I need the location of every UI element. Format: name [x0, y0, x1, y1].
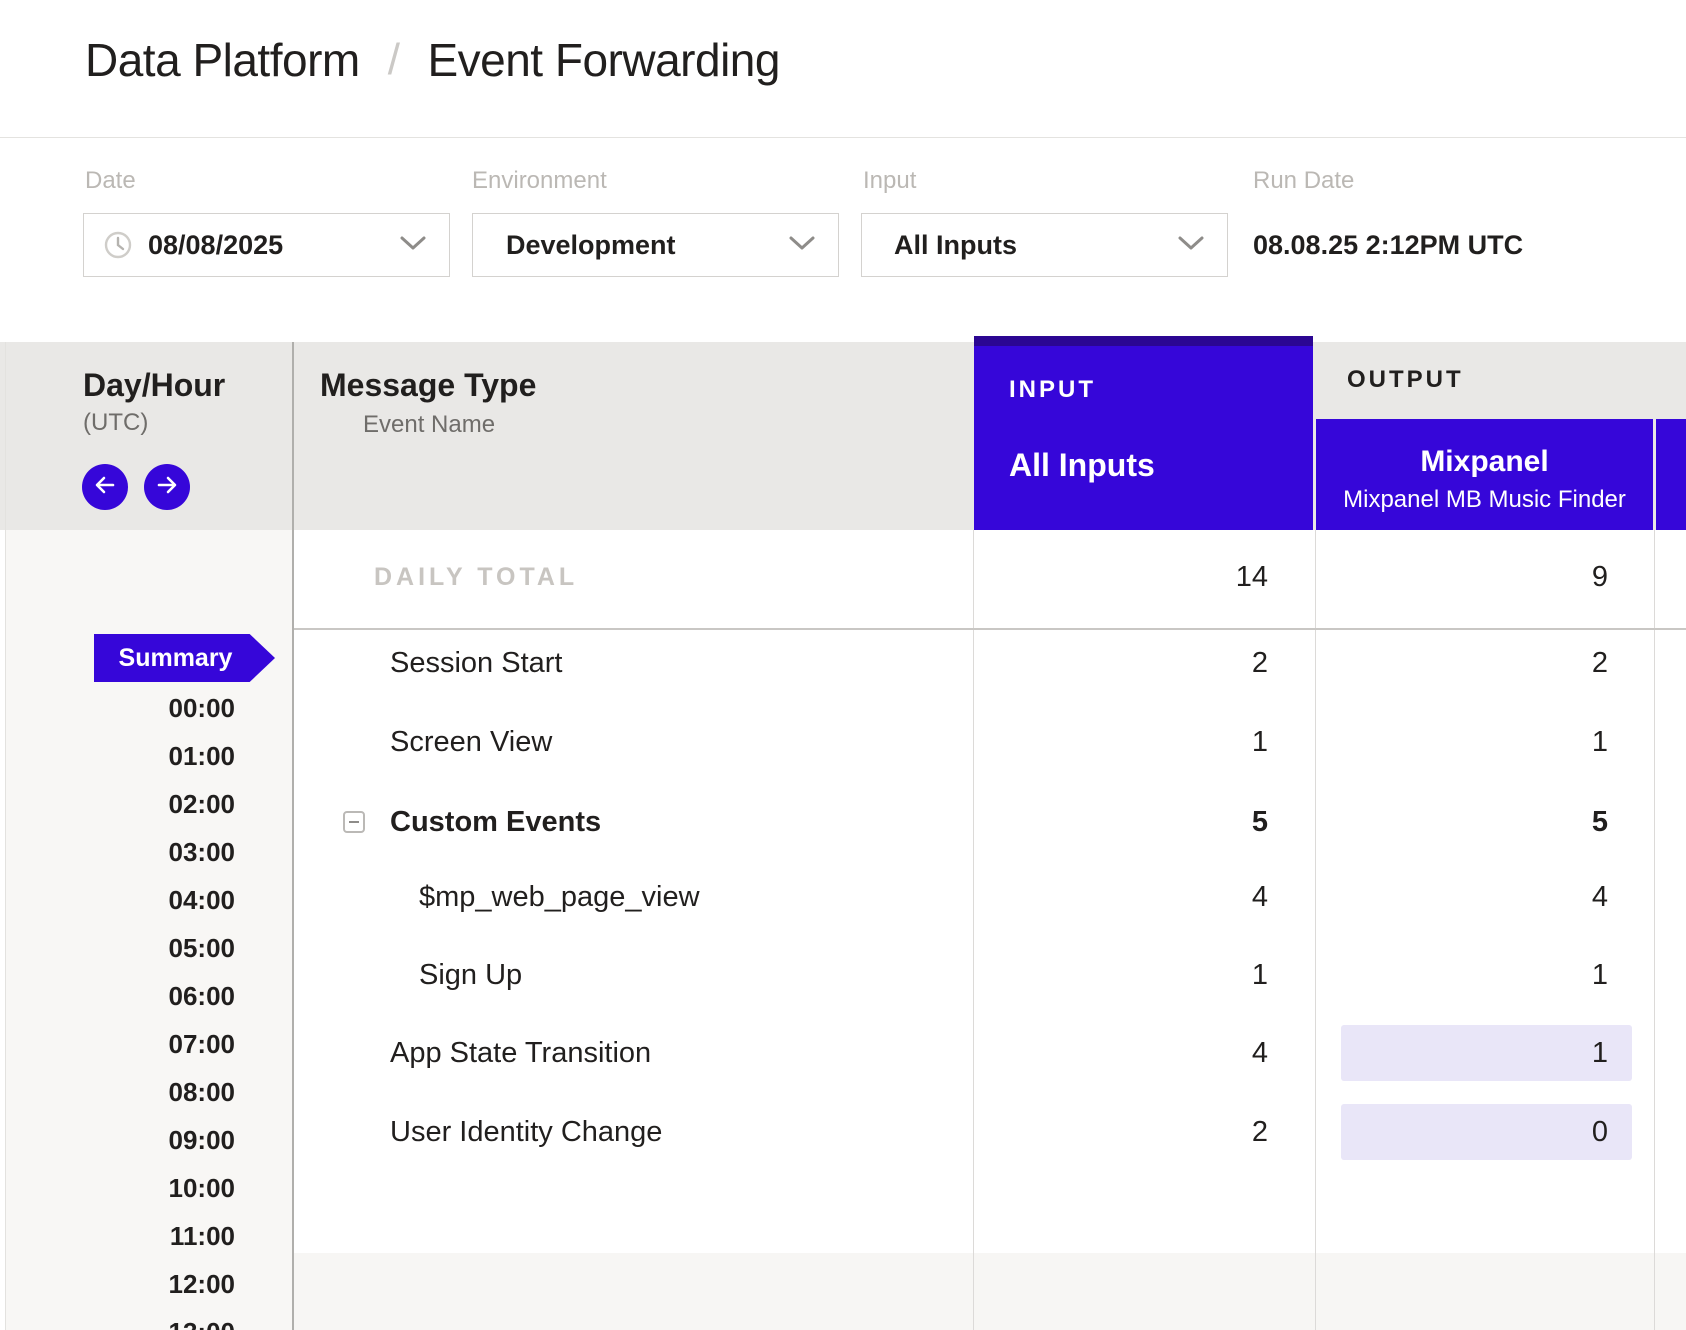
output-column-partial	[1656, 419, 1686, 530]
daily-total-label: DAILY TOTAL	[374, 562, 578, 592]
message-type-header: Message Type	[320, 367, 536, 403]
clock-icon	[104, 231, 132, 259]
run-date-label: Run Date	[1253, 167, 1354, 195]
run-date-value: 08.08.25 2:12PM UTC	[1253, 230, 1523, 260]
input-column-title: All Inputs	[1009, 447, 1155, 483]
input-filter-label: Input	[863, 167, 916, 195]
day-hour-subheader: (UTC)	[83, 409, 148, 437]
input-section-label: INPUT	[1009, 376, 1096, 404]
time-column-divider	[292, 342, 294, 1330]
output-column-subtitle: Mixpanel MB Music Finder	[1316, 486, 1653, 514]
time-label[interactable]: 10:00	[0, 1173, 235, 1203]
output-column-line	[1315, 530, 1316, 1330]
time-label[interactable]: 04:00	[0, 885, 235, 915]
output-column-line-2	[1654, 530, 1655, 1330]
time-label[interactable]: 03:00	[0, 837, 235, 867]
time-label[interactable]: 13:00	[0, 1317, 235, 1330]
output-section-label: OUTPUT	[1347, 366, 1464, 394]
table-body-background	[292, 530, 1686, 1253]
daily-total-input-value: 14	[973, 560, 1268, 594]
output-column-title: Mixpanel	[1316, 445, 1653, 479]
chevron-down-icon	[1177, 234, 1205, 257]
breadcrumb-separator: /	[388, 35, 400, 85]
daily-total-separator	[294, 628, 1686, 630]
daily-total-output-value: 9	[1316, 560, 1608, 594]
time-label[interactable]: 09:00	[0, 1125, 235, 1155]
arrow-right-icon	[154, 472, 180, 503]
message-type-subheader: Event Name	[363, 411, 495, 439]
day-hour-header: Day/Hour	[83, 367, 225, 403]
previous-day-button[interactable]	[82, 464, 128, 510]
date-value: 08/08/2025	[148, 230, 283, 261]
environment-value: Development	[506, 230, 676, 261]
output-column-header-mixpanel[interactable]: Mixpanel Mixpanel MB Music Finder	[1316, 419, 1653, 530]
time-label[interactable]: 01:00	[0, 741, 235, 771]
time-label[interactable]: 06:00	[0, 981, 235, 1011]
time-label[interactable]: 11:00	[0, 1221, 235, 1251]
time-label[interactable]: 07:00	[0, 1029, 235, 1059]
input-value: All Inputs	[894, 230, 1017, 261]
date-filter-label: Date	[85, 167, 136, 195]
time-label[interactable]: 00:00	[0, 693, 235, 723]
chevron-down-icon	[788, 234, 816, 257]
chevron-down-icon	[399, 234, 427, 257]
input-column-top-strip	[974, 336, 1313, 346]
time-label[interactable]: 05:00	[0, 933, 235, 963]
environment-filter-label: Environment	[472, 167, 607, 195]
environment-dropdown[interactable]: Development	[472, 213, 839, 277]
time-label[interactable]: 12:00	[0, 1269, 235, 1299]
event-forwarding-page: Data Platform / Event Forwarding Date En…	[0, 0, 1686, 1330]
breadcrumb-section[interactable]: Data Platform	[85, 33, 360, 87]
header-divider	[0, 137, 1686, 138]
next-day-button[interactable]	[144, 464, 190, 510]
input-column-header[interactable]: INPUT All Inputs	[974, 336, 1313, 530]
time-label[interactable]: 02:00	[0, 789, 235, 819]
page-title: Event Forwarding	[427, 33, 780, 87]
arrow-left-icon	[92, 472, 118, 503]
time-label[interactable]: 08:00	[0, 1077, 235, 1107]
input-dropdown[interactable]: All Inputs	[861, 213, 1228, 277]
summary-row-tag[interactable]: Summary	[94, 634, 275, 682]
breadcrumb: Data Platform / Event Forwarding	[85, 33, 780, 87]
input-column-line	[973, 530, 974, 1330]
summary-label: Summary	[119, 644, 233, 673]
table-footer-background	[292, 1253, 1686, 1330]
date-dropdown[interactable]: 08/08/2025	[83, 213, 450, 277]
